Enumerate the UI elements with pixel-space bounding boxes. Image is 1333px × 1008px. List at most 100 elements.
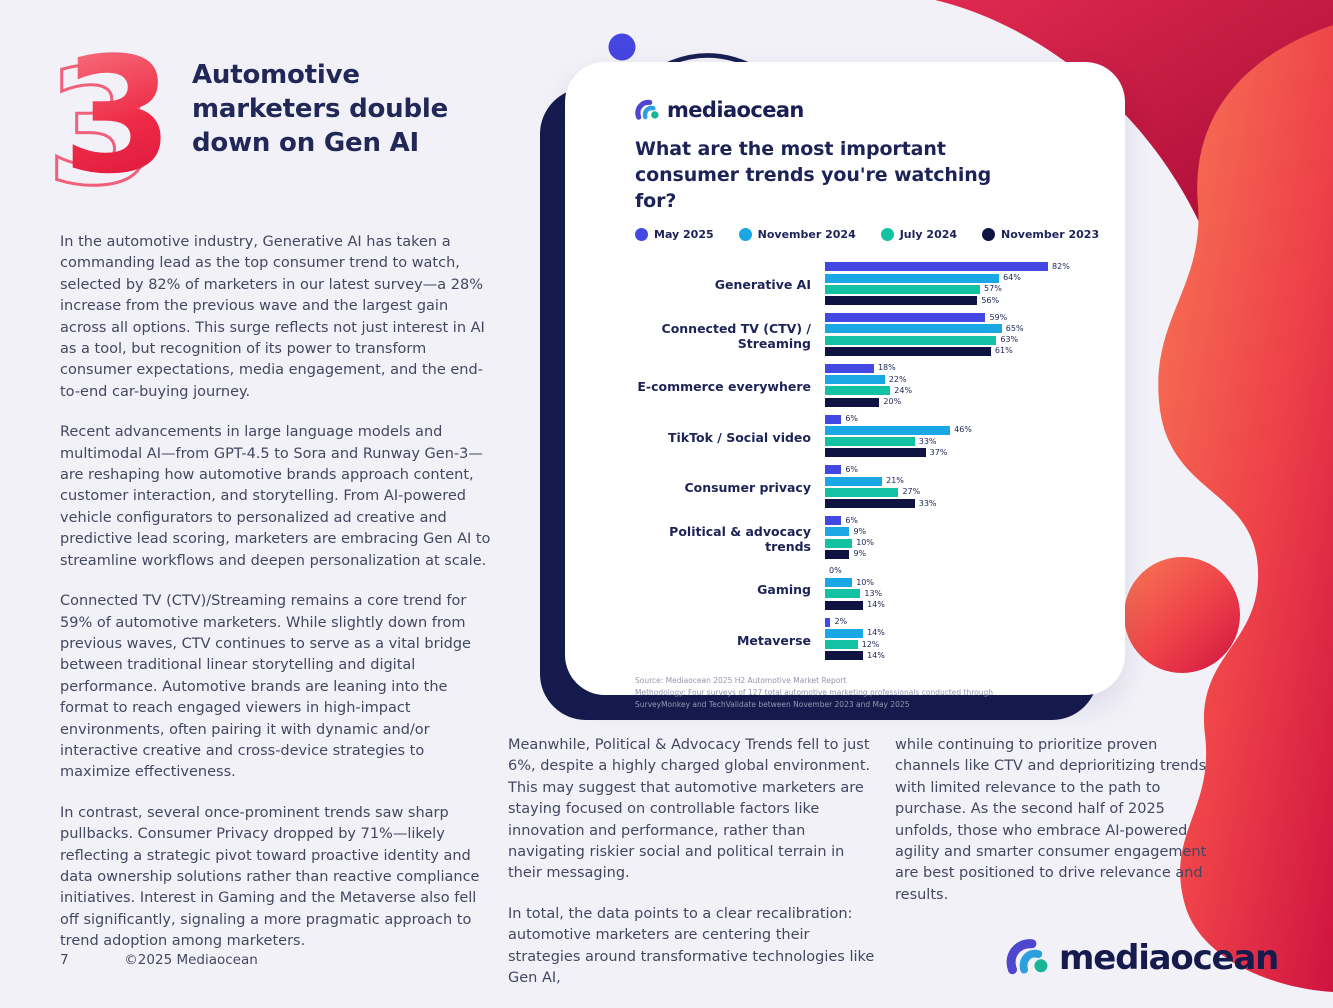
chart-bar [825,527,850,537]
chart-bar-value: 37% [929,447,948,457]
chart-row: Gaming 0% 10% 13% 14% [635,567,1101,612]
chart-bar-group: 0% 10% 13% 14% [825,567,1101,612]
chart-bar [825,324,1002,334]
legend-dot [635,228,648,242]
paragraph: In the automotive industry, Generative A… [60,234,485,400]
mediaocean-logo-icon [635,99,659,120]
page-title: Automotive marketers double down on Gen … [192,58,492,160]
chart-bar [825,617,831,627]
legend-item: November 2024 [738,228,856,242]
chart-bar [825,273,1000,283]
chart-bar [825,578,853,588]
footer-brand-logo-text: mediaocean [1059,938,1279,978]
chart-bar [825,628,864,638]
chart-category-label: Connected TV (CTV) / Streaming [661,320,811,351]
chart-bar [825,549,850,559]
chart-bar-group: 59% 65% 63% 61% [825,313,1101,358]
chart-bar [825,262,1049,272]
chart-bar-value: 57% [984,284,1002,294]
chart-bar [825,499,915,509]
paragraph: Connected TV (CTV)/Streaming remains a c… [60,593,471,781]
right-text-column: while continuing to prioritize proven ch… [895,735,1217,925]
chart-bar-value: 61% [994,346,1013,356]
card-logo-text: mediaocean [667,98,804,122]
chart-bar-value: 6% [845,414,859,424]
chart-bar [825,640,858,650]
chart-category-label: Generative AI [714,277,811,293]
page-title-line-1: Automotive [192,60,360,90]
copyright-text: ©2025 Mediaocean [124,952,258,968]
chart-row: E-commerce everywhere 18% 22% 24% 20% [635,363,1101,409]
chart-bar-value: 63% [1000,335,1019,345]
chart-row: Generative AI 82% 64% 57% 56% [635,262,1101,307]
chart-bar [825,425,951,435]
chart-bar-value: 14% [867,650,885,660]
chart-category-label: Political & advocacy trends [669,523,811,554]
chart-bar-value: 20% [883,397,902,407]
chart-bar [825,363,874,373]
chart-row: Political & advocacy trends 6% 9% 10% 9% [635,516,1101,561]
chart-bar-value: 10% [856,538,874,548]
section-numeral-fill: 3 [62,22,174,209]
chart-bar [825,516,842,526]
chart-bar [825,335,997,345]
chart-source: Source: Mediaocean 2025 H2 Automotive Ma… [635,675,1045,710]
chart-bar [825,437,915,447]
chart-category-label: E-commerce everywhere [637,378,811,394]
chart-bar-value: 2% [834,617,848,627]
chart-bar [825,448,926,458]
chart-bar [825,313,986,323]
chart-bar-value: 10% [856,577,874,587]
chart-row: TikTok / Social video 6% 46% 33% 37% [635,414,1101,460]
chart-row: Consumer privacy 6% 21% 27% 33% [635,465,1101,510]
chart-bar-value: 24% [894,385,913,395]
chart-bar-value: 22% [888,374,907,384]
chart-row: Connected TV (CTV) / Streaming 59% 65% 63% 6… [635,313,1101,358]
chart-bar-value: 9% [853,549,867,559]
paragraph: while continuing to prioritize proven ch… [895,737,1207,903]
chart-bar-value: 14% [867,600,885,610]
blue-dot-decoration [608,33,636,61]
page-footer: 7 ©2025 Mediaocean [60,952,258,968]
chart-bar-group: 6% 46% 33% 37% [825,414,1101,460]
legend-dot [982,228,996,242]
chart-bar-value: 65% [1005,323,1024,333]
chart-rows: Generative AI 82% 64% 57% 56% Connected TV (C… [635,262,1101,662]
paragraph: Recent advancements in large language mo… [60,424,491,569]
chart-bar-value: 13% [864,588,883,598]
legend-item: November 2023 [982,228,1100,242]
legend-dot [880,228,894,242]
chart-bar-value: 21% [886,476,904,486]
legend-item: July 2024 [880,228,958,242]
chart-bar-group: 82% 64% 57% 56% [825,262,1101,307]
chart-bar-group: 18% 22% 24% 20% [825,363,1101,409]
chart-bar-group: 2% 14% 12% 14% [825,617,1101,663]
chart-bar-value: 6% [845,464,859,474]
chart-bar-value: 82% [1052,261,1070,271]
chart-bar [825,538,853,548]
chart-bar-value: 64% [1003,273,1021,283]
legend-label: November 2023 [1001,228,1100,242]
chart-category-label: Gaming [757,581,811,597]
chart-bar-value: 12% [861,639,880,649]
chart-bar [825,397,880,407]
section-numeral: 3 3 [44,22,198,210]
chart-bar-group: 6% 9% 10% 9% [825,516,1101,561]
page-number: 7 [60,952,69,968]
chart-bar-group: 6% 21% 27% 33% [825,465,1101,510]
chart-bar [825,465,842,475]
chart-bar [825,651,864,661]
chart-bar-value: 14% [867,628,885,638]
chart-category-label: Metaverse [736,632,811,648]
chart-bar-value: 18% [877,363,896,373]
chart-bar-value: 59% [989,312,1008,322]
paragraph: Meanwhile, Political & Advocacy Trends f… [508,737,871,882]
chart-category-label: TikTok / Social video [668,429,811,445]
chart-bar-value: 27% [902,487,921,497]
section-numeral-outline: 3 [44,46,158,209]
chart-bar-value: 33% [918,498,937,508]
chart-methodology-line: Methodology: Four surveys of 127 total a… [635,688,994,709]
chart-card: mediaocean What are the most important c… [565,62,1125,709]
legend-label: July 2024 [899,228,958,242]
chart-bar-value: 9% [853,526,867,536]
